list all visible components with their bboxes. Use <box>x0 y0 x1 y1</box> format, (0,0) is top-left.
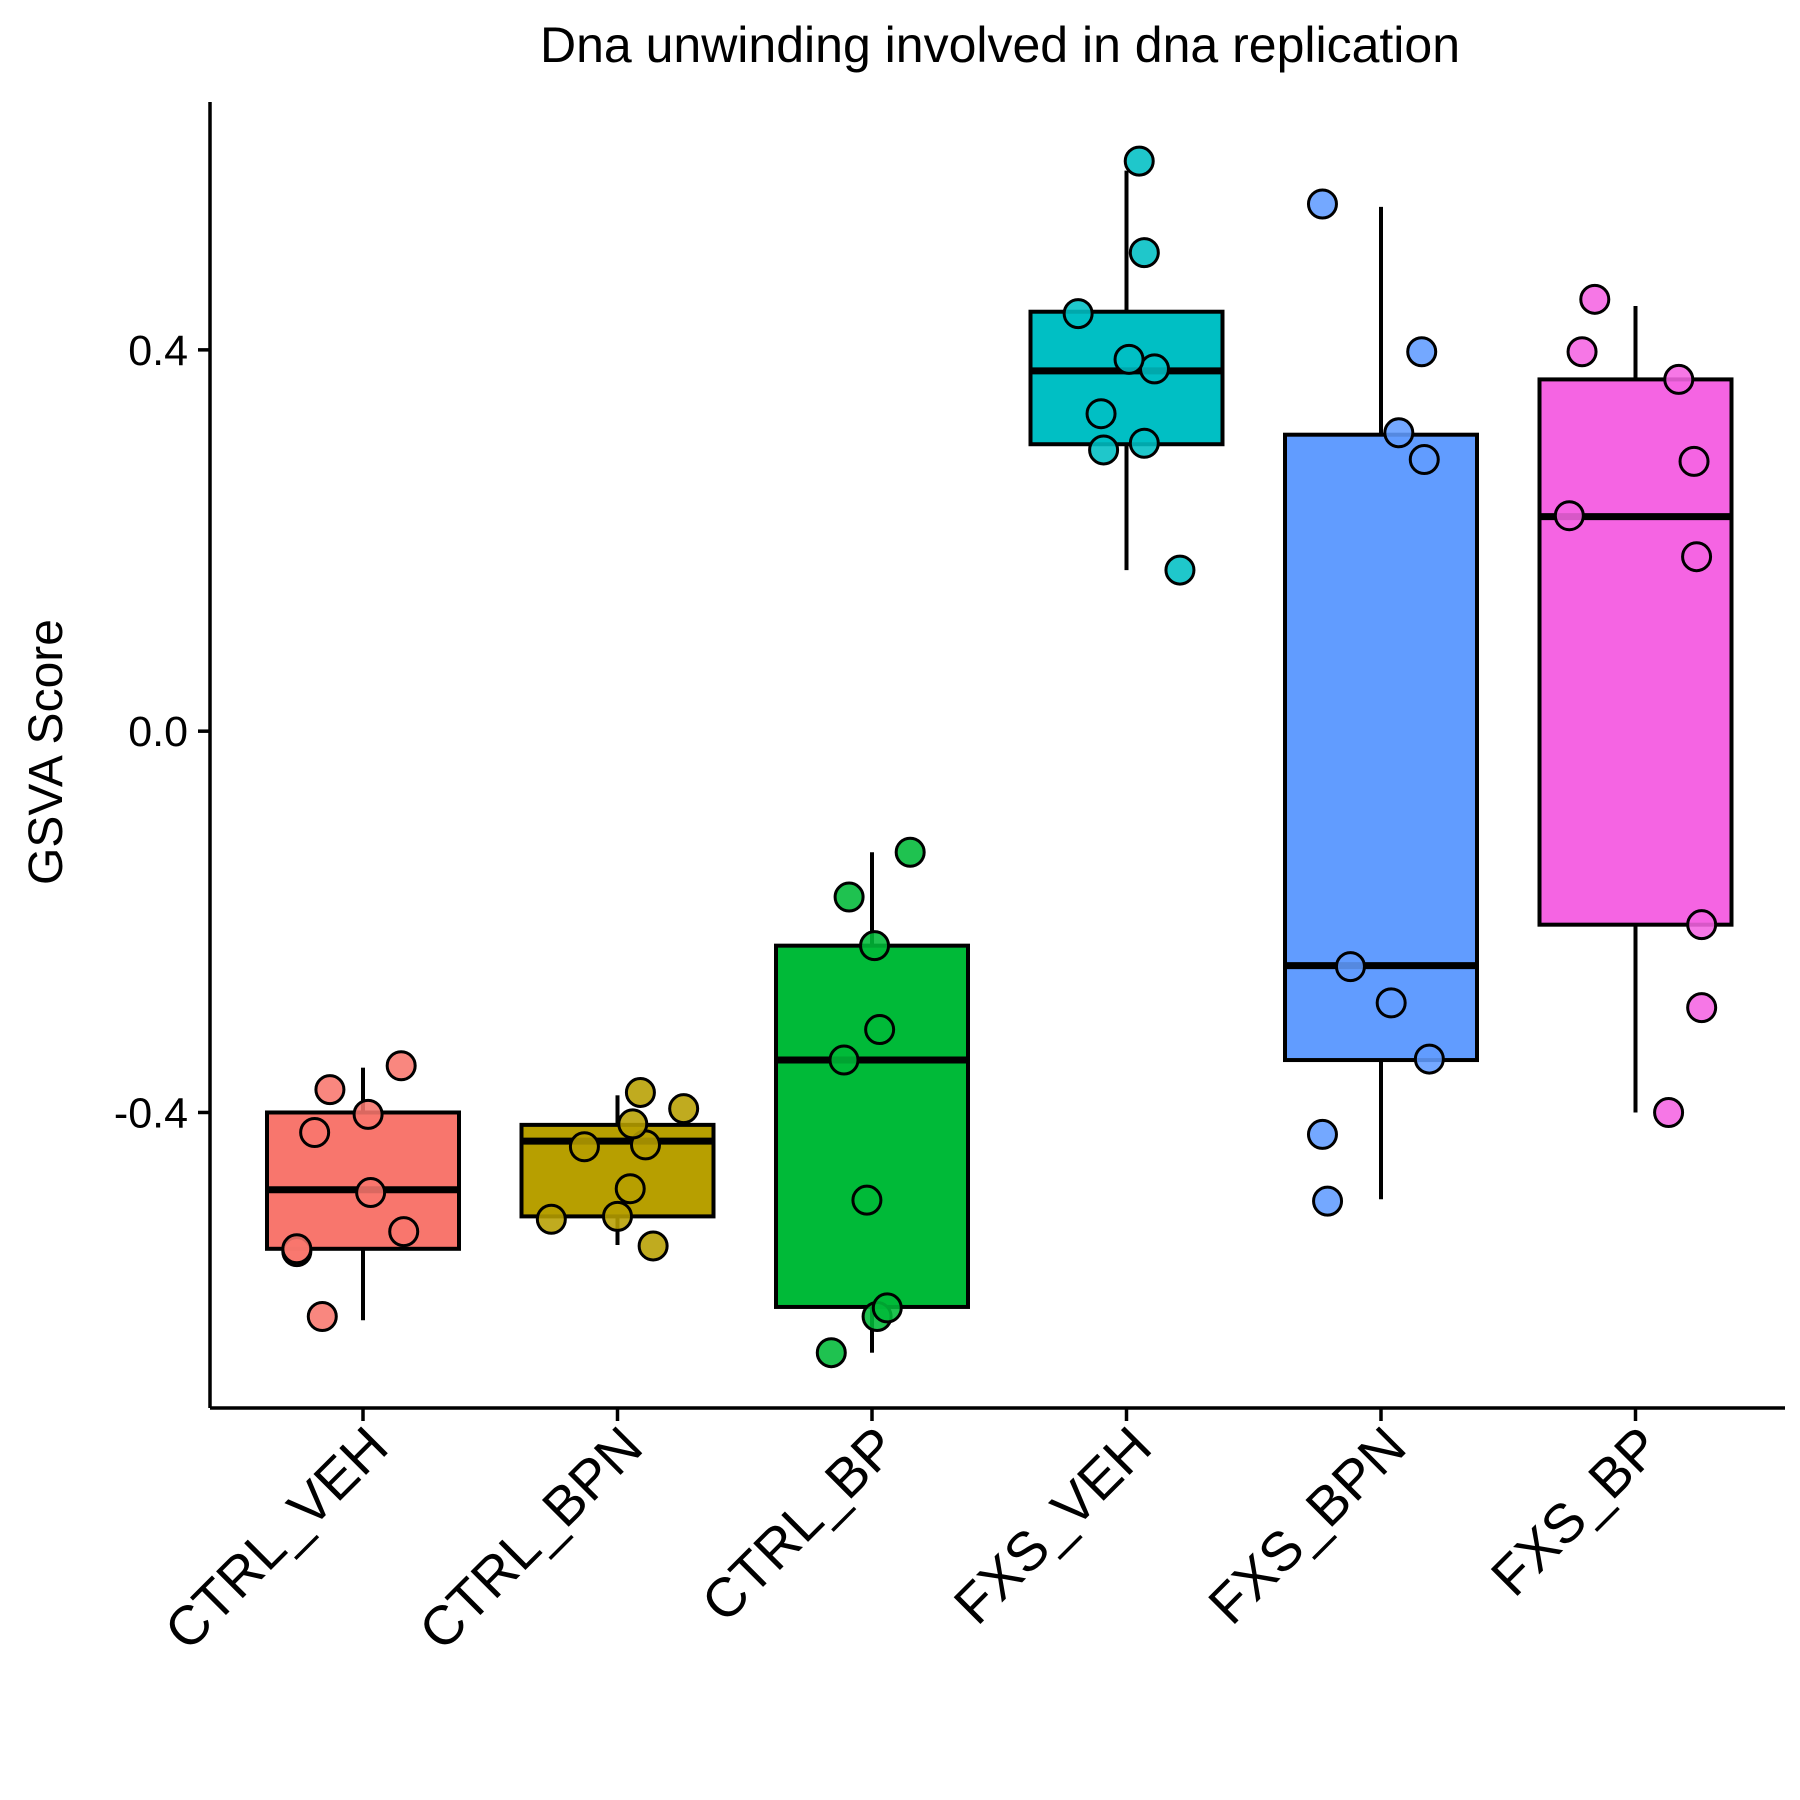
data-point <box>1306 1118 1338 1150</box>
box <box>1028 309 1225 447</box>
data-point <box>314 1074 346 1106</box>
data-point <box>299 1117 331 1149</box>
x-tick-label: CTRL_VEH <box>152 1415 399 1662</box>
data-point <box>281 1233 313 1265</box>
data-point <box>1383 417 1415 449</box>
data-point <box>1128 237 1160 269</box>
data-point <box>385 1050 417 1082</box>
y-tick-label: -0.4 <box>114 1089 188 1137</box>
data-point <box>1566 336 1598 368</box>
data-point <box>1686 909 1718 941</box>
y-axis-label: GSVA Score <box>20 619 73 885</box>
data-point <box>617 1108 649 1140</box>
data-point <box>1553 500 1585 532</box>
y-tick-label: 0.0 <box>128 708 188 756</box>
x-tick-label: FXS_BPN <box>1196 1415 1417 1636</box>
data-point <box>1375 987 1407 1019</box>
data-point <box>828 1044 860 1076</box>
data-point <box>864 1014 896 1046</box>
box <box>774 943 970 1309</box>
x-tick-label: FXS_VEH <box>942 1415 1163 1636</box>
data-point <box>1653 1096 1685 1128</box>
data-point <box>352 1098 384 1130</box>
data-point <box>1085 398 1117 430</box>
data-point <box>1681 541 1713 573</box>
data-point <box>388 1216 420 1248</box>
data-point <box>1123 145 1155 177</box>
data-point <box>1413 1043 1445 1075</box>
data-point <box>1088 434 1120 466</box>
data-point <box>1128 427 1160 459</box>
data-point <box>1678 445 1710 477</box>
data-point <box>894 836 926 868</box>
data-point <box>1062 298 1094 330</box>
data-point <box>1406 336 1438 368</box>
x-tick-label: FXS_BP <box>1479 1415 1672 1608</box>
data-point <box>355 1177 387 1209</box>
data-point <box>871 1292 903 1324</box>
plot-area: -0.4 0.0 0.4 CTRL_VEH CTRL_BPN CTRL_BP FXS_VEH… <box>114 102 1785 1662</box>
data-point <box>1312 1185 1344 1217</box>
data-point <box>815 1337 847 1369</box>
data-point <box>1686 992 1718 1024</box>
x-tick-label: CTRL_BPN <box>407 1415 654 1662</box>
data-point <box>833 881 865 913</box>
data-point <box>1138 353 1170 385</box>
data-point <box>1334 951 1366 983</box>
x-tick-label: CTRL_BP <box>690 1415 909 1634</box>
data-point <box>1113 343 1145 375</box>
data-point <box>568 1131 600 1163</box>
data-point <box>624 1076 656 1108</box>
data-point <box>1164 554 1196 586</box>
data-point <box>851 1184 883 1216</box>
data-point <box>1663 363 1695 395</box>
y-tick-label: 0.4 <box>128 327 188 375</box>
data-point <box>637 1230 669 1262</box>
data-point <box>1408 443 1440 475</box>
data-point <box>614 1173 646 1205</box>
data-point <box>1579 283 1611 315</box>
box <box>1283 432 1479 1063</box>
data-point <box>602 1200 633 1232</box>
data-point <box>1306 188 1338 220</box>
data-point <box>668 1093 700 1125</box>
chart-title: Dna unwinding involved in dna replicatio… <box>540 17 1460 73</box>
data-point <box>306 1300 338 1332</box>
data-point <box>859 930 891 962</box>
data-point <box>535 1203 567 1235</box>
